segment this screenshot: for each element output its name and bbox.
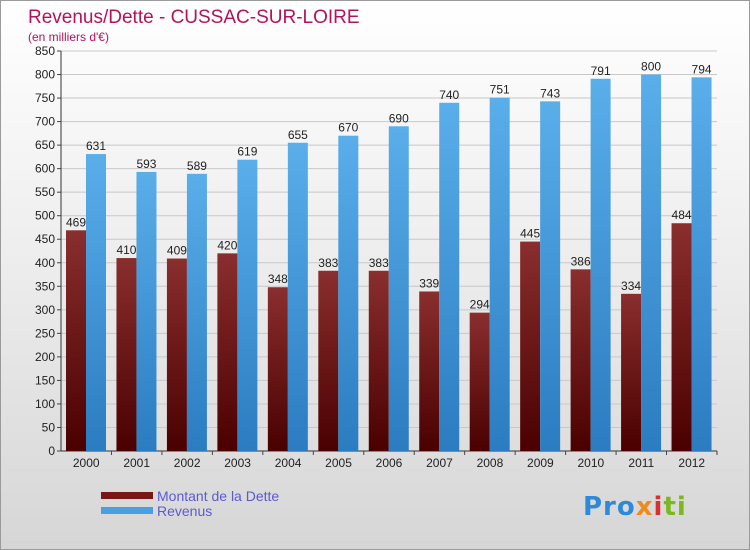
chart-legend: Montant de la Dette Revenus [101,487,280,519]
legend-swatch-revenus [101,507,153,514]
y-tick-label: 0 [48,444,55,458]
bar-revenus [237,159,258,452]
legend-label-revenus: Revenus [157,502,213,519]
data-label-revenus: 740 [439,88,459,102]
bar-dette [267,287,288,451]
data-label-dette: 469 [66,215,86,229]
bar-dette [419,291,440,451]
y-tick-label: 600 [35,162,55,176]
bar-dette [469,312,490,451]
y-tick-label: 750 [35,91,55,105]
data-label-dette: 383 [369,256,389,270]
data-label-revenus: 631 [86,139,106,153]
data-label-revenus: 794 [692,62,712,76]
data-label-dette: 386 [571,254,591,268]
data-label-revenus: 670 [338,121,358,135]
data-label-revenus: 800 [641,60,661,74]
x-tick-label: 2012 [678,456,705,470]
y-tick-label: 500 [35,209,55,223]
chart-title: Revenus/Dette - CUSSAC-SUR-LOIRE [28,7,360,28]
bar-revenus [641,74,662,451]
bar-revenus [86,154,106,451]
bar-dette [570,269,591,451]
bar-revenus [691,77,712,452]
bar-dette [66,230,86,451]
bar-revenus [439,102,460,451]
x-tick-label: 2011 [628,456,654,470]
bar-revenus [338,135,359,452]
x-tick-label: 2001 [123,456,150,470]
x-tick-label: 2008 [477,456,504,470]
x-tick-label: 2009 [527,456,554,470]
bar-revenus [540,101,561,452]
x-tick-label: 2006 [376,456,403,470]
y-tick-label: 300 [35,303,55,317]
bar-dette [671,223,692,451]
data-label-dette: 383 [318,256,338,270]
bar-revenus [186,173,207,451]
data-label-dette: 339 [419,276,439,290]
data-label-dette: 334 [621,279,641,293]
y-tick-label: 450 [35,232,55,246]
legend-item-revenus: Revenus [101,502,279,519]
y-tick-label: 400 [35,256,55,270]
data-label-revenus: 593 [136,157,156,171]
x-tick-label: 2010 [577,456,604,470]
chart-subtitle: (en milliers d'€) [28,30,109,44]
data-label-dette: 484 [672,208,692,222]
x-tick-label: 2005 [325,456,352,470]
x-tick-label: 2000 [73,456,100,470]
bar-dette [368,270,389,451]
bar-dette [116,258,137,451]
legend-item-dette: Montant de la Dette [101,487,280,504]
bar-dette [621,293,642,451]
bar-revenus [287,142,308,451]
bar-revenus [489,97,510,452]
data-label-dette: 409 [167,244,187,258]
legend-label-dette: Montant de la Dette [157,487,280,504]
y-tick-label: 100 [35,397,55,411]
x-tick-label: 2002 [174,456,201,470]
data-label-revenus: 589 [187,159,207,173]
data-label-dette: 410 [116,243,136,257]
bar-dette [520,241,541,451]
data-label-dette: 445 [520,227,540,241]
x-tick-label: 2004 [275,456,302,470]
bar-dette [217,253,238,451]
bar-revenus [388,126,409,451]
legend-swatch-dette [101,492,153,499]
bar-dette [166,258,187,451]
bar-dette [318,270,339,451]
y-tick-label: 800 [35,68,55,82]
bar-revenus [136,171,157,452]
bar-revenus [590,78,611,451]
data-label-revenus: 655 [288,128,308,142]
y-tick-label: 350 [35,279,55,293]
data-label-dette: 348 [268,272,288,286]
data-label-revenus: 791 [591,64,611,78]
x-tick-label: 2007 [426,456,453,470]
y-tick-label: 200 [35,350,55,364]
proxiti-logo: Proxiti [583,492,687,522]
y-tick-label: 700 [35,115,55,129]
data-label-revenus: 743 [540,86,560,100]
x-tick-label: 2003 [224,456,251,470]
data-label-revenus: 619 [237,145,257,159]
y-tick-label: 250 [35,326,55,340]
data-label-revenus: 751 [490,83,510,97]
data-label-dette: 294 [470,298,490,312]
data-label-dette: 420 [217,238,237,252]
y-tick-label: 650 [35,138,55,152]
y-tick-label: 150 [35,373,55,387]
y-tick-label: 850 [35,44,55,58]
data-label-revenus: 690 [389,111,409,125]
y-tick-label: 550 [35,185,55,199]
y-tick-label: 50 [42,420,56,434]
